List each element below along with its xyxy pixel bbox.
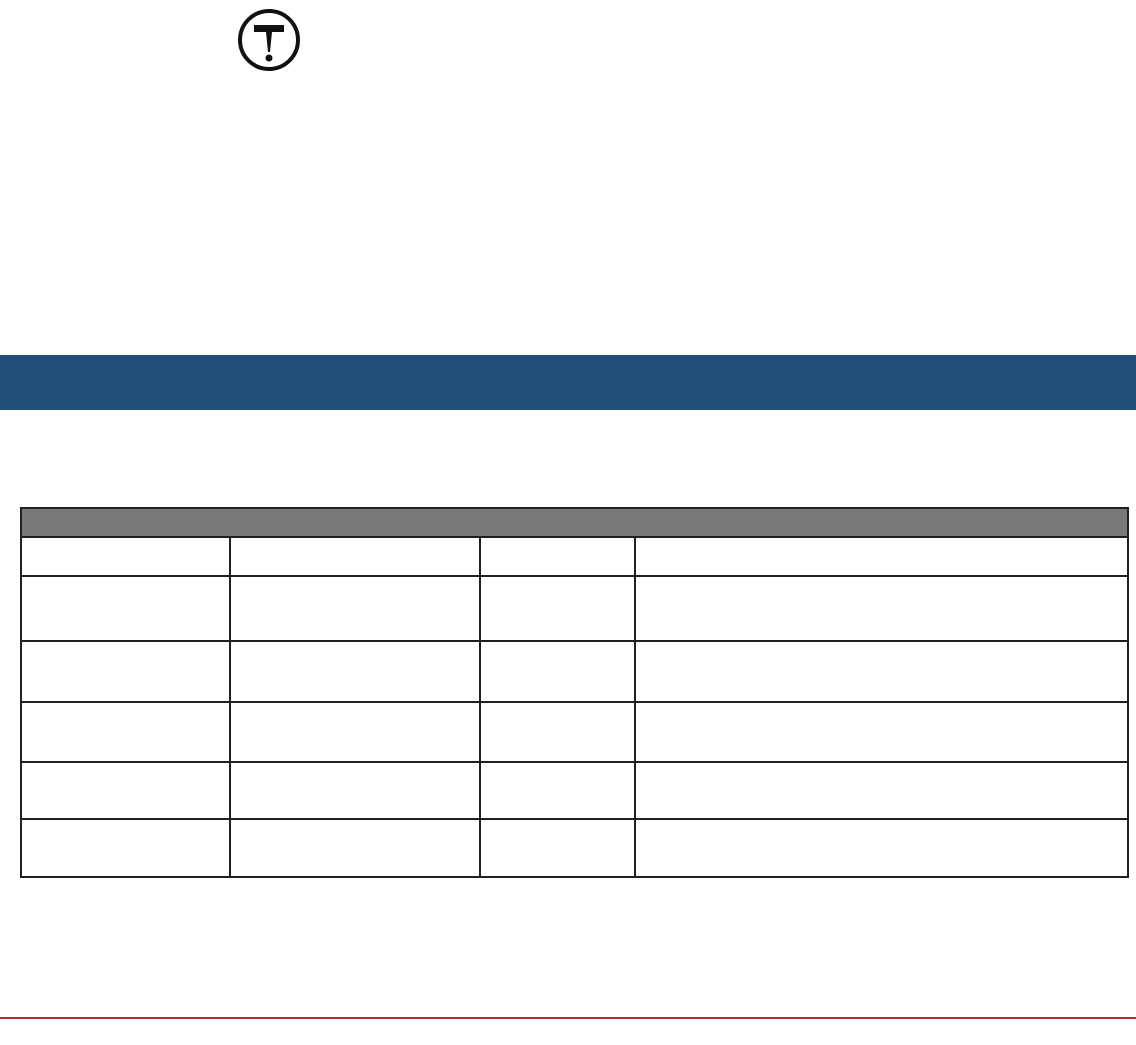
table-cell <box>634 761 1129 820</box>
table-cell <box>229 575 481 642</box>
table-row <box>20 640 1129 703</box>
table-cell <box>20 575 231 642</box>
table-column-header-row <box>20 536 1129 577</box>
footer-rule <box>0 1017 1136 1019</box>
table-title-cell <box>20 507 1129 538</box>
table-cell <box>479 640 636 703</box>
table-cell <box>20 818 231 878</box>
table-row <box>20 761 1129 820</box>
table-cell <box>20 536 231 577</box>
section-header-band <box>0 355 1136 410</box>
table-row <box>20 701 1129 763</box>
table-title-row <box>20 507 1129 538</box>
table-cell <box>479 818 636 878</box>
table-cell <box>479 761 636 820</box>
table-cell <box>20 761 231 820</box>
table-cell <box>479 575 636 642</box>
table-cell <box>479 536 636 577</box>
data-table <box>20 507 1129 878</box>
table-cell <box>634 701 1129 763</box>
table-cell <box>634 640 1129 703</box>
table-cell <box>20 640 231 703</box>
table-cell <box>229 761 481 820</box>
caution-t-icon <box>237 8 301 72</box>
table-cell <box>634 536 1129 577</box>
table-cell <box>229 818 481 878</box>
table-cell <box>229 640 481 703</box>
table-cell <box>20 701 231 763</box>
table-row <box>20 575 1129 642</box>
table-cell <box>479 701 636 763</box>
table-cell <box>634 575 1129 642</box>
table-cell <box>229 701 481 763</box>
table-cell <box>229 536 481 577</box>
table-row <box>20 818 1129 878</box>
table-cell <box>634 818 1129 878</box>
